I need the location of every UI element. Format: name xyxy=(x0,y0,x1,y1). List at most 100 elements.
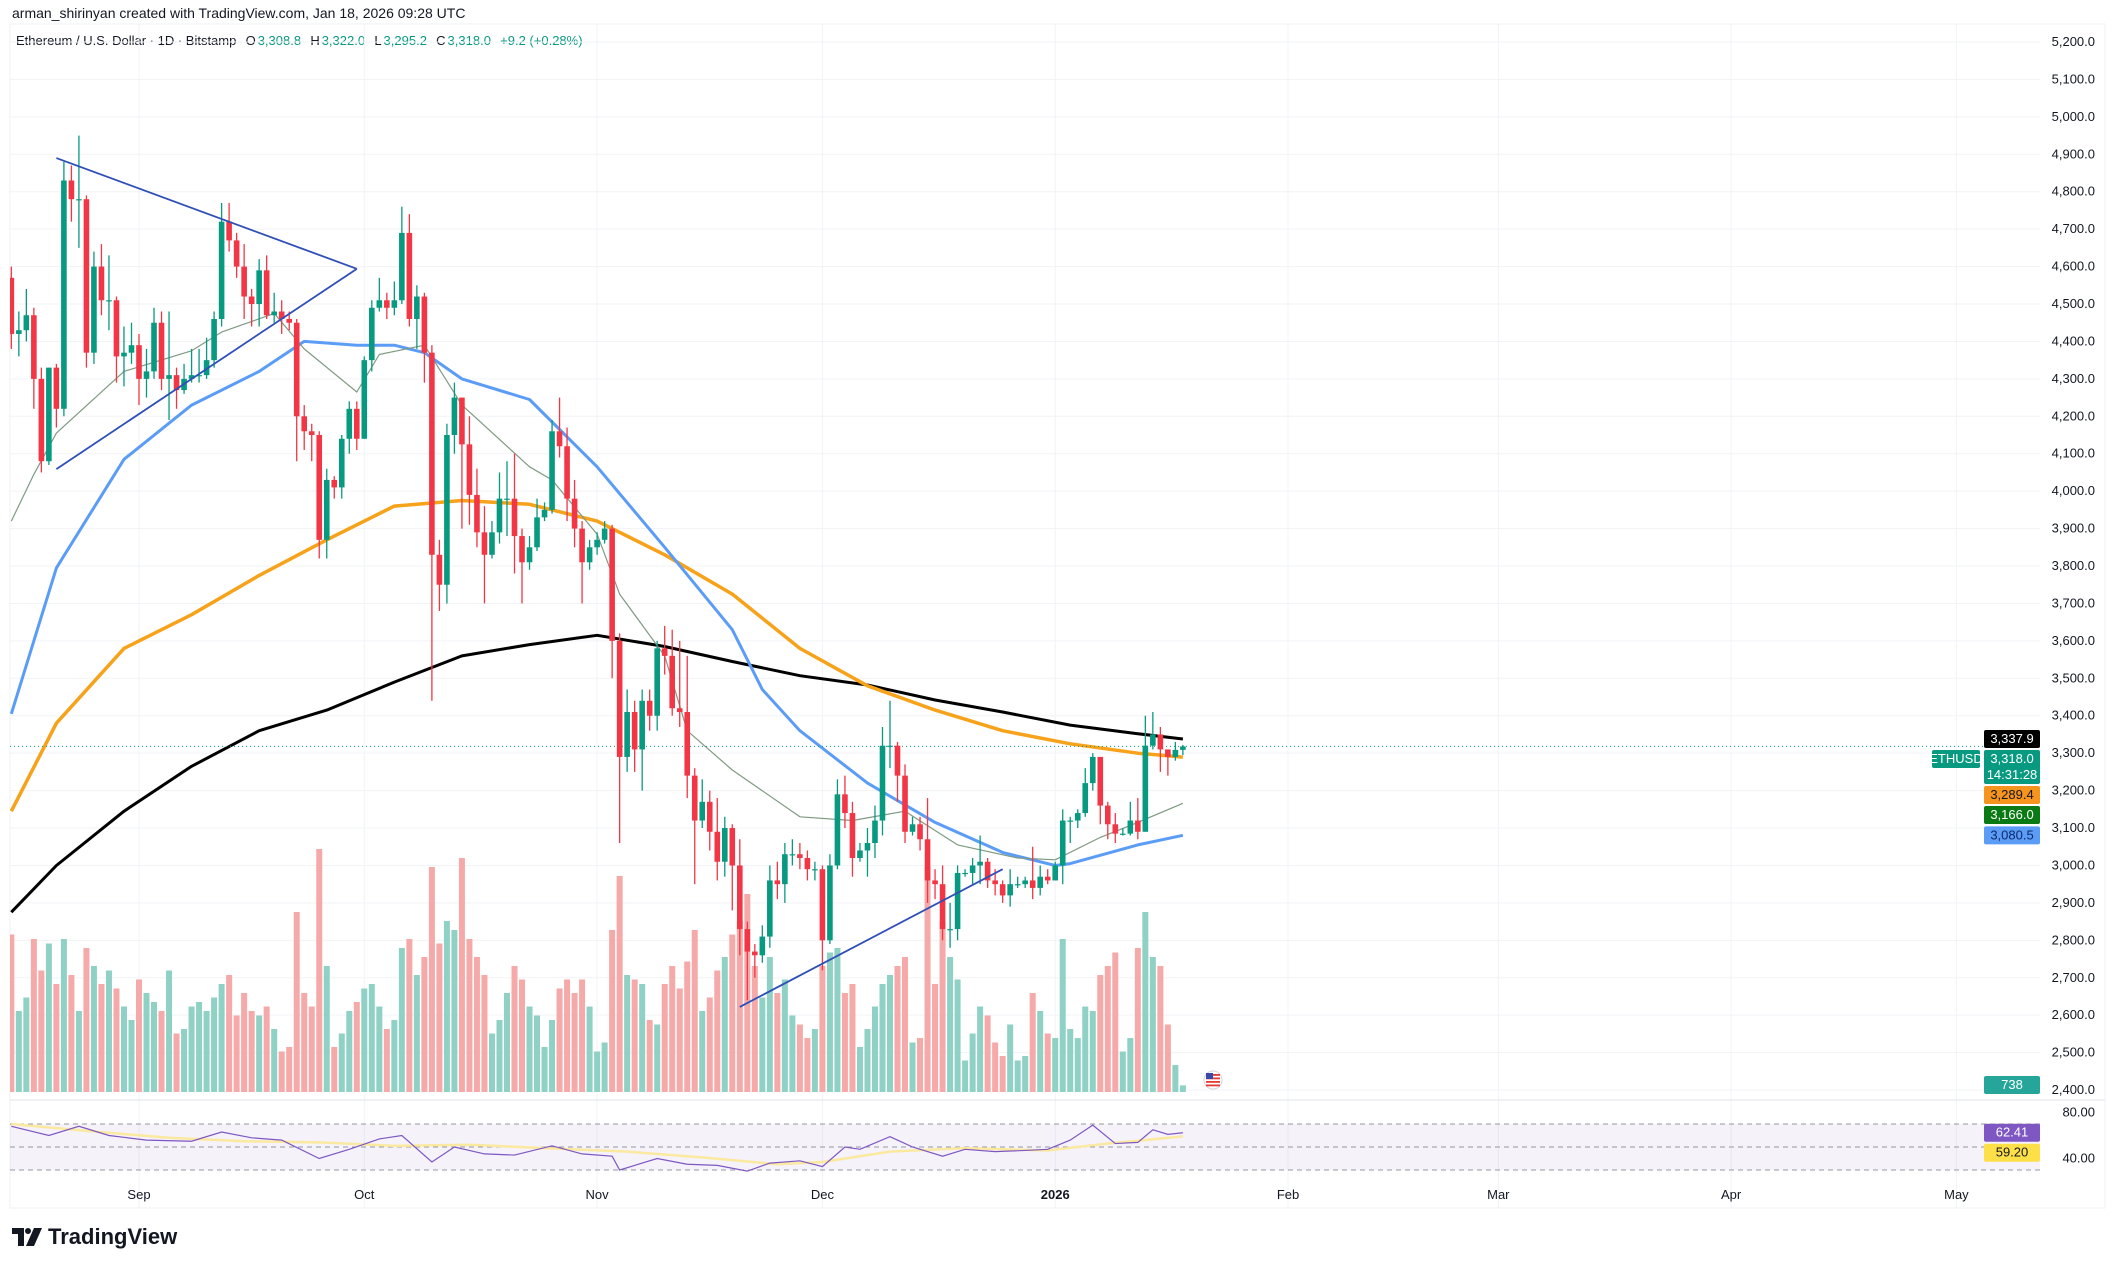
volume-bar xyxy=(406,939,413,1092)
candle xyxy=(624,689,630,772)
time-tick-label: 2026 xyxy=(1041,1187,1070,1202)
candle-body xyxy=(158,322,165,379)
candle-body xyxy=(804,857,811,870)
candle xyxy=(241,244,247,319)
candle-body xyxy=(977,861,983,866)
candle xyxy=(489,521,495,559)
candle-body xyxy=(406,232,413,319)
candle-body xyxy=(263,270,270,316)
price-tick-label: 4,300.0 xyxy=(2052,371,2095,386)
volume-bar xyxy=(286,1047,293,1092)
candle-body xyxy=(932,880,938,885)
candle xyxy=(721,816,728,877)
rsi-tick-label: 80.00 xyxy=(2062,1105,2095,1120)
candle-body xyxy=(526,547,533,563)
candle xyxy=(556,397,563,458)
price-tick-label: 4,800.0 xyxy=(2052,184,2095,199)
price-tick-label: 3,100.0 xyxy=(2052,820,2095,835)
candle-body xyxy=(646,700,653,716)
candle-body xyxy=(654,648,660,716)
price-tick-label: 4,400.0 xyxy=(2052,333,2095,348)
volume-bar xyxy=(1059,939,1066,1092)
candle-body xyxy=(571,498,578,529)
candle-body xyxy=(992,880,998,885)
volume-bar xyxy=(241,993,248,1092)
volume-bar xyxy=(308,1006,315,1092)
symbol-badge-text: ETHUSD xyxy=(1929,751,1982,766)
candle-body xyxy=(887,745,893,747)
candle-body xyxy=(286,318,292,323)
volume-bar xyxy=(887,975,893,1092)
volume-bar xyxy=(721,957,728,1092)
candle-body xyxy=(136,345,142,379)
triangle-lower-trendline xyxy=(55,268,358,470)
candle xyxy=(887,700,893,769)
candle xyxy=(511,453,518,574)
tradingview-logo[interactable]: TradingView xyxy=(12,1224,177,1250)
candle xyxy=(646,689,653,731)
candle-body xyxy=(894,745,901,776)
volume-bar xyxy=(699,1011,706,1092)
candle-body xyxy=(819,869,826,941)
volume-bar xyxy=(151,1002,158,1092)
candle xyxy=(121,326,127,387)
candle-body xyxy=(864,843,871,851)
candle-body xyxy=(564,446,570,499)
close-value: 3,318.0 xyxy=(447,33,491,48)
candle xyxy=(594,532,600,555)
candle-body xyxy=(361,360,368,439)
volume-badge: 738 xyxy=(1984,1076,2040,1094)
price-tick-label: 3,800.0 xyxy=(2052,558,2095,573)
candle-body xyxy=(151,322,157,372)
candle xyxy=(706,790,713,851)
candle-body xyxy=(1014,884,1021,886)
candle-body xyxy=(1142,745,1149,832)
volume-bar xyxy=(894,966,901,1092)
symbol-name[interactable]: Ethereum / U.S. Dollar · 1D · Bitstamp xyxy=(16,33,237,48)
price-tick-label: 2,400.0 xyxy=(2052,1082,2095,1097)
volume-bar xyxy=(503,993,510,1092)
candle-body xyxy=(669,655,676,709)
time-tick-label: Dec xyxy=(811,1187,835,1202)
volume-bar xyxy=(181,1029,188,1092)
ema100-price-badge-text: 3,289.4 xyxy=(1990,787,2033,802)
candle-body xyxy=(384,300,390,308)
volume-bar xyxy=(263,1006,270,1092)
candle-body xyxy=(594,539,600,548)
candle-body xyxy=(1180,746,1186,750)
volume-bar xyxy=(601,1042,608,1092)
candle xyxy=(211,311,217,368)
volume-bar xyxy=(1007,1024,1014,1092)
candle xyxy=(31,307,37,409)
candle xyxy=(308,423,315,462)
candle-body xyxy=(954,872,961,930)
candle xyxy=(98,244,105,316)
candle xyxy=(789,839,796,866)
volume-bar xyxy=(1104,966,1111,1092)
volume-bar xyxy=(549,1020,556,1092)
candle xyxy=(767,865,773,948)
candle xyxy=(526,536,533,570)
candle xyxy=(586,539,593,570)
candle-body xyxy=(834,794,841,866)
candle-body xyxy=(511,498,518,537)
volume-bar xyxy=(1044,1033,1051,1092)
volume-bar xyxy=(902,957,909,1092)
candle-body xyxy=(369,307,375,361)
candle xyxy=(293,318,300,462)
candle xyxy=(203,337,210,379)
candle-body xyxy=(1120,833,1126,835)
volume-bar xyxy=(969,1033,976,1092)
volume-bar xyxy=(594,1051,601,1092)
candle xyxy=(128,322,135,364)
ema100-line xyxy=(10,498,1184,812)
ema50-price-badge: 3,080.5 xyxy=(1984,826,2040,845)
candle-body xyxy=(173,375,180,391)
volume-bar xyxy=(826,952,833,1092)
last-price-badge-bg xyxy=(1984,749,2040,784)
grid xyxy=(10,24,2040,1208)
chart-frame xyxy=(9,23,2106,1209)
rsi-tick-label: 40.00 xyxy=(2062,1151,2095,1166)
candle xyxy=(1104,801,1111,840)
